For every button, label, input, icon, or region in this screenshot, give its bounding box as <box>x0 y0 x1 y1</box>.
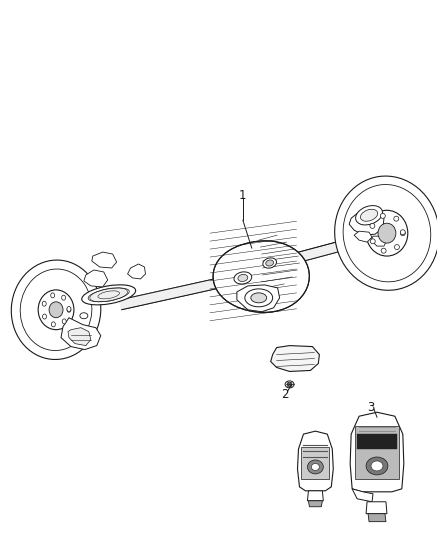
Ellipse shape <box>49 302 63 318</box>
Polygon shape <box>368 514 386 522</box>
Polygon shape <box>270 240 346 270</box>
Polygon shape <box>308 501 322 507</box>
Ellipse shape <box>287 382 292 386</box>
Ellipse shape <box>263 258 276 268</box>
Ellipse shape <box>245 289 273 307</box>
Ellipse shape <box>335 176 438 290</box>
Polygon shape <box>371 236 387 246</box>
Ellipse shape <box>38 290 74 330</box>
Polygon shape <box>297 431 333 491</box>
Polygon shape <box>354 231 372 242</box>
Text: 2: 2 <box>281 388 288 401</box>
Ellipse shape <box>394 216 399 221</box>
Ellipse shape <box>62 319 66 324</box>
Ellipse shape <box>311 464 319 471</box>
Ellipse shape <box>42 301 46 306</box>
Polygon shape <box>352 489 373 502</box>
Ellipse shape <box>285 381 294 388</box>
Ellipse shape <box>380 213 385 219</box>
Ellipse shape <box>51 293 55 298</box>
Ellipse shape <box>67 308 71 312</box>
Ellipse shape <box>80 313 88 319</box>
Ellipse shape <box>366 457 388 475</box>
Polygon shape <box>61 318 101 350</box>
Ellipse shape <box>11 260 101 359</box>
Polygon shape <box>119 273 243 310</box>
Polygon shape <box>355 426 399 479</box>
Ellipse shape <box>400 230 405 235</box>
Ellipse shape <box>234 272 252 284</box>
Ellipse shape <box>360 209 378 221</box>
Polygon shape <box>68 328 91 345</box>
Ellipse shape <box>343 184 431 282</box>
Ellipse shape <box>62 295 66 300</box>
Polygon shape <box>350 412 404 492</box>
Ellipse shape <box>381 248 386 253</box>
Ellipse shape <box>356 206 382 225</box>
Ellipse shape <box>366 211 408 256</box>
Ellipse shape <box>370 223 375 228</box>
Ellipse shape <box>307 460 323 474</box>
Polygon shape <box>366 502 387 514</box>
Polygon shape <box>92 252 117 268</box>
Text: 1: 1 <box>239 189 247 202</box>
Ellipse shape <box>88 288 129 302</box>
Polygon shape <box>237 285 279 312</box>
Ellipse shape <box>42 314 46 319</box>
Text: 3: 3 <box>367 401 375 414</box>
Ellipse shape <box>238 274 248 281</box>
Ellipse shape <box>378 223 396 243</box>
Ellipse shape <box>266 260 274 266</box>
Ellipse shape <box>395 245 399 249</box>
Ellipse shape <box>400 231 405 236</box>
Ellipse shape <box>20 269 92 351</box>
Polygon shape <box>271 345 319 372</box>
Polygon shape <box>84 270 108 287</box>
Polygon shape <box>213 241 309 312</box>
Polygon shape <box>357 434 397 449</box>
Ellipse shape <box>51 322 55 327</box>
Ellipse shape <box>82 285 136 305</box>
Ellipse shape <box>371 461 383 471</box>
Polygon shape <box>307 491 323 501</box>
Ellipse shape <box>67 306 71 311</box>
Ellipse shape <box>370 239 375 244</box>
Polygon shape <box>349 208 384 235</box>
Polygon shape <box>301 447 329 479</box>
Ellipse shape <box>251 293 267 303</box>
Polygon shape <box>127 264 145 279</box>
